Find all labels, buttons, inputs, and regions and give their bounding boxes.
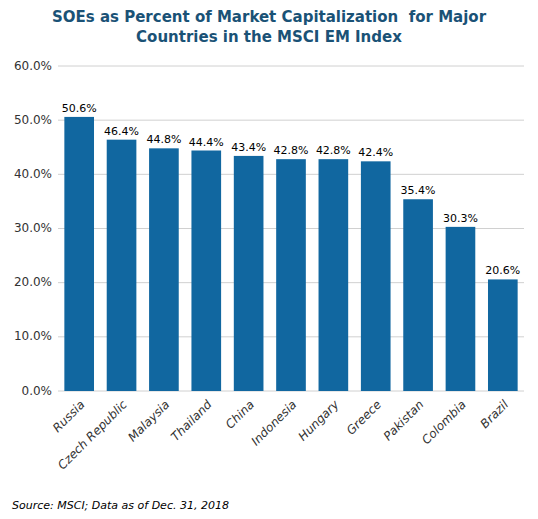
bar [107, 140, 137, 391]
data-label: 42.8% [274, 144, 309, 157]
data-label: 44.4% [189, 136, 224, 149]
bar [446, 227, 476, 391]
grid [58, 66, 524, 391]
title: SOEs as Percent of Market Capitalization… [52, 8, 487, 46]
y-tick-label: 20.0% [14, 275, 52, 289]
bar [234, 156, 264, 391]
bar [488, 279, 518, 391]
x-tick-label: Hungary [296, 397, 343, 444]
grid-line [58, 120, 524, 121]
bar [403, 199, 433, 391]
data-label: 20.6% [485, 264, 520, 277]
bar [149, 148, 179, 391]
grid-line [58, 66, 524, 67]
bar [276, 159, 306, 391]
bars [64, 117, 517, 391]
chart-container: SOEs as Percent of Market Capitalization… [0, 0, 538, 519]
data-label: 50.6% [62, 102, 97, 115]
x-tick-label: Colombia [419, 397, 469, 447]
data-label: 35.4% [401, 184, 436, 197]
data-label: 44.8% [146, 133, 181, 146]
y-tick-label: 50.0% [14, 113, 52, 127]
x-tick-label: Brazil [478, 397, 512, 431]
bar [319, 159, 349, 391]
data-label: 43.4% [231, 141, 266, 154]
x-tick-label: China [223, 397, 257, 431]
y-tick-label: 0.0% [22, 384, 53, 398]
x-tick-label: Greece [344, 397, 384, 437]
x-tick-label: Indonesia [248, 397, 299, 448]
data-labels: 50.6% 46.4% 44.8% 44.4% 43.4% 42.8% 42.8% 42.4%… [62, 102, 521, 278]
data-label: 42.4% [358, 146, 393, 159]
x-tick-label: Thailand [168, 397, 215, 444]
data-label: 30.3% [443, 212, 478, 225]
data-label: 46.4% [104, 125, 139, 138]
bar [361, 161, 391, 391]
x-tick-label: Czech Republic [55, 397, 130, 472]
source-note: Source: MSCI; Data as of Dec. 31, 2018 [12, 499, 229, 512]
x-tick-label: Malaysia [125, 397, 172, 444]
bar [64, 117, 94, 391]
y-tick-label: 60.0% [14, 59, 52, 73]
bar [191, 151, 221, 392]
y-tick-label: 40.0% [14, 167, 52, 181]
x-tick-label: Russia [50, 397, 88, 435]
data-label: 42.8% [316, 144, 351, 157]
y-tick-label: 10.0% [14, 329, 52, 343]
y-tick-label: 30.0% [14, 221, 52, 235]
chart: SOEs as Percent of Market Capitalization… [0, 0, 538, 519]
